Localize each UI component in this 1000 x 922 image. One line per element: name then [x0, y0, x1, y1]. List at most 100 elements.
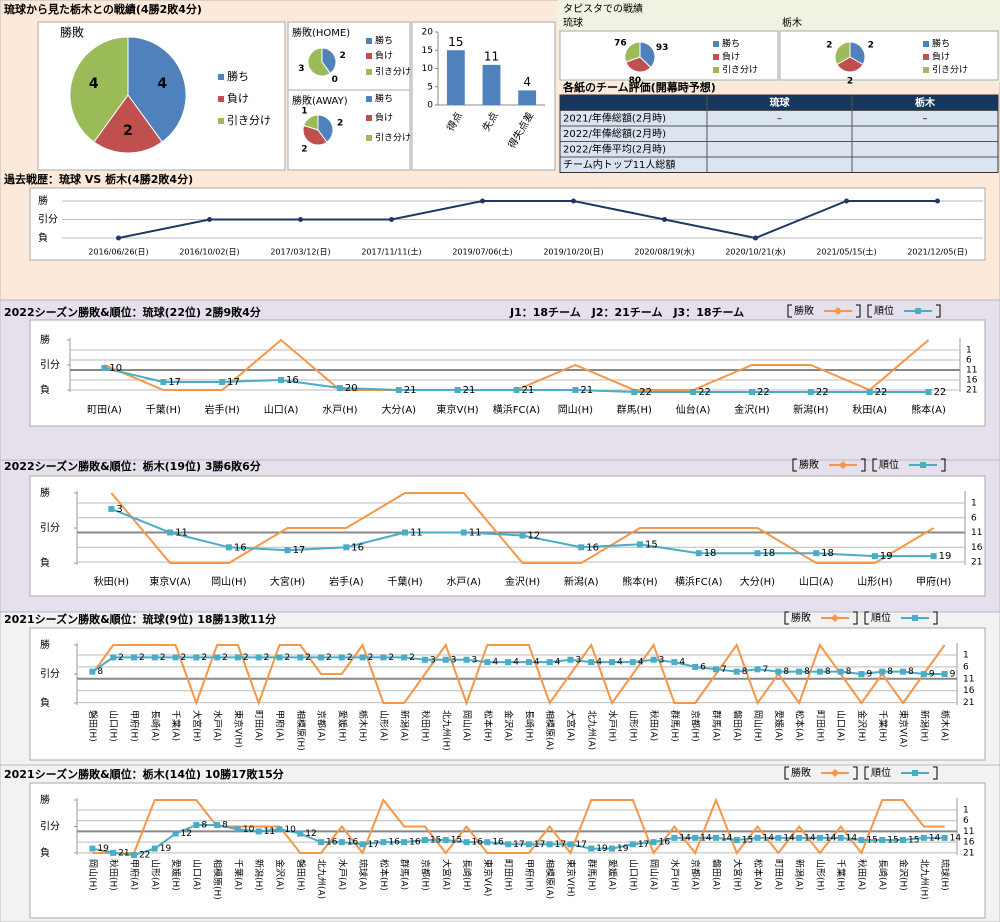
data-label: 2 — [181, 653, 187, 663]
marker — [442, 656, 449, 663]
legend-label: 勝敗 — [791, 766, 811, 779]
marker — [858, 671, 865, 678]
legend-label: 負け — [375, 112, 393, 124]
x-tick-label: 京都(A) — [690, 859, 702, 890]
table-cell: 2022/年俸総額(2月時) — [563, 127, 666, 140]
y2-tick-label: 1 — [963, 651, 969, 661]
x-tick-label: 栃木(A) — [939, 710, 951, 741]
x-tick-label: 秋田(A) — [648, 710, 660, 741]
marker — [395, 387, 402, 393]
marker — [214, 822, 221, 828]
legend-label: 勝ち — [722, 38, 740, 50]
marker — [336, 385, 343, 391]
x-tick-label: 相模原(H) — [295, 710, 307, 751]
y2-tick-label: 6 — [963, 662, 969, 672]
bracket — [936, 304, 941, 318]
marker — [101, 365, 108, 371]
marker — [167, 529, 174, 536]
x-tick-label: 2017/03/12(日) — [270, 248, 330, 257]
marker — [941, 671, 948, 678]
x-tick-label: 山形(H) — [627, 710, 639, 742]
legend-swatch — [713, 54, 719, 60]
x-tick-label: 新潟(H) — [793, 403, 828, 416]
data-label: 3 — [575, 655, 581, 665]
series-line — [92, 797, 945, 855]
y2-tick-label: 1 — [966, 346, 972, 356]
legend-label: 勝ち — [932, 38, 950, 50]
data-label: 11 — [175, 528, 188, 539]
legend-swatch — [923, 54, 929, 60]
x-tick-label: 長崎(H) — [523, 710, 535, 742]
marker — [338, 839, 345, 846]
marker — [401, 839, 408, 846]
x-tick-label: 大分(H) — [740, 575, 775, 588]
marker — [690, 389, 697, 395]
data-label: 2 — [123, 123, 133, 139]
marker — [525, 659, 532, 666]
bracket — [784, 611, 789, 625]
y-tick-label: 勝 — [40, 638, 50, 651]
marker — [276, 654, 283, 661]
legend-label: 引き分け — [375, 133, 411, 144]
legend-label: 引き分け — [932, 65, 968, 76]
x-tick-label: 北九州(A) — [316, 859, 327, 899]
data-label: 20 — [345, 383, 358, 394]
legend-label: 順位 — [871, 611, 891, 624]
x-tick-label: 山形(H) — [857, 576, 892, 588]
bracket — [867, 304, 872, 318]
data-label: 4 — [534, 658, 540, 668]
legend-swatch — [923, 41, 929, 47]
data-label: 21 — [522, 385, 535, 396]
data-label: 14 — [950, 833, 962, 843]
data-label: 14 — [763, 833, 775, 843]
data-label: 11 — [264, 827, 275, 837]
x-tick-label: 岡山(H) — [211, 576, 246, 588]
x-tick-label: 東京V(H) — [565, 859, 577, 897]
marker — [380, 839, 387, 846]
marker — [318, 839, 325, 846]
pie-slice — [93, 94, 163, 154]
data-label: 2 — [368, 653, 374, 663]
panel — [779, 30, 999, 81]
data-label: 17 — [575, 840, 586, 850]
legend-marker — [912, 770, 918, 776]
bar — [518, 90, 537, 105]
data-label: 19 — [880, 551, 893, 562]
data-label: 16 — [388, 838, 400, 848]
data-label: 9 — [950, 670, 956, 680]
y-tick-label: 20 — [422, 28, 434, 38]
x-tick-label: 町田(H) — [503, 859, 514, 891]
data-label: 10 — [109, 363, 122, 374]
data-label: 16 — [659, 838, 671, 848]
x-tick-label: 松本(A) — [794, 710, 806, 741]
marker — [807, 389, 814, 395]
x-tick-label: 京都(H) — [690, 710, 702, 742]
marker — [276, 826, 283, 833]
table-title: 各紙のチーム評価(開幕時予想) — [562, 80, 716, 94]
marker — [754, 550, 761, 557]
data-label: 9 — [866, 670, 872, 680]
x-tick-label: 千葉(H) — [877, 710, 889, 742]
y-tick-label: 負 — [40, 557, 50, 569]
marker — [712, 666, 719, 673]
marker — [692, 663, 699, 670]
x-tick-label: 岡山(H) — [558, 404, 593, 416]
marker — [941, 834, 948, 841]
marker — [234, 654, 241, 661]
chart-title: 2021シーズン勝敗&順位：琉球(9位) 18勝13敗11分 — [4, 612, 276, 626]
x-tick-label: 京都(H) — [419, 859, 431, 891]
x-tick-label: 東京V(A) — [149, 575, 191, 588]
marker — [401, 654, 408, 661]
marker — [359, 654, 366, 661]
marker — [234, 826, 241, 833]
marker — [796, 834, 803, 841]
marker — [505, 841, 512, 848]
data-label: 3 — [430, 655, 436, 665]
marker — [151, 654, 158, 661]
marker — [609, 845, 616, 852]
data-label: 14 — [700, 833, 712, 843]
x-tick-label: 山口(A) — [835, 710, 846, 741]
data-label: 8 — [97, 667, 103, 677]
marker — [172, 830, 179, 837]
legend-label: 負け — [932, 51, 950, 63]
